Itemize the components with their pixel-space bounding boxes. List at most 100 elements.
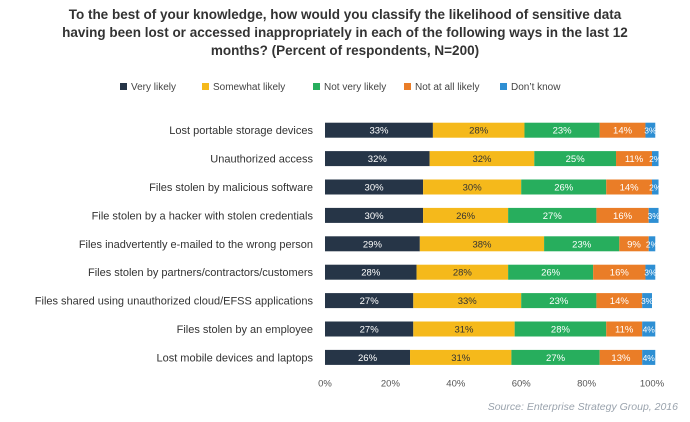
data-label: 29% xyxy=(363,239,383,250)
legend-swatch xyxy=(202,83,209,90)
legend-label: Not at all likely xyxy=(415,82,480,93)
legend-item: Don’t know xyxy=(500,82,560,93)
bar-segment xyxy=(599,122,646,138)
bar-segment xyxy=(514,321,607,337)
bar-segment xyxy=(652,179,659,195)
data-label: 13% xyxy=(611,353,631,364)
x-tick-label: 100% xyxy=(640,379,665,390)
bar-segment xyxy=(416,264,509,280)
x-tick-label: 20% xyxy=(381,379,401,390)
bar-segment xyxy=(325,293,414,309)
category-label: Unauthorized access xyxy=(210,154,313,166)
legend-swatch xyxy=(120,83,127,90)
data-label: 28% xyxy=(453,268,473,279)
data-label: 32% xyxy=(472,154,492,165)
data-label: 16% xyxy=(610,268,630,279)
legend-swatch xyxy=(404,83,411,90)
data-label: 3% xyxy=(647,211,660,221)
data-label: 25% xyxy=(566,154,586,165)
bar-segment xyxy=(325,236,420,252)
data-label: 33% xyxy=(369,126,389,137)
bar-segment xyxy=(521,293,597,309)
data-label: 27% xyxy=(543,211,563,222)
bar-segment xyxy=(648,207,659,223)
bar-segment xyxy=(325,264,417,280)
bar-segment xyxy=(325,179,424,195)
data-label: 11% xyxy=(625,154,644,165)
bar-segment xyxy=(534,151,617,167)
data-label: 30% xyxy=(365,211,385,222)
legend-label: Somewhat likely xyxy=(213,82,286,93)
x-tick-label: 60% xyxy=(512,379,532,390)
data-label: 33% xyxy=(458,296,478,307)
bar-segment xyxy=(325,349,411,365)
bar-segment xyxy=(642,293,652,309)
data-label: 3% xyxy=(644,126,657,136)
bar-segment xyxy=(432,122,525,138)
bar-segment xyxy=(413,321,515,337)
bar-segment xyxy=(508,264,594,280)
legend-item: Not at all likely xyxy=(404,82,479,93)
x-tick-label: 80% xyxy=(577,379,597,390)
legend-label: Very likely xyxy=(131,82,177,93)
bar-segment xyxy=(596,207,649,223)
bar-segment xyxy=(419,236,545,252)
category-label: Files stolen by partners/contractors/cus… xyxy=(88,267,313,279)
legend-item: Not very likely xyxy=(313,82,386,93)
data-label: 4% xyxy=(643,353,656,363)
bar-segment xyxy=(325,122,433,138)
data-label: 23% xyxy=(553,126,573,137)
bar-segment xyxy=(511,349,600,365)
chart-title: To the best of your knowledge, how would… xyxy=(60,6,630,60)
data-label: 26% xyxy=(358,353,378,364)
category-label: Files stolen by an employee xyxy=(177,324,313,336)
data-label: 3% xyxy=(641,296,654,306)
x-tick-label: 0% xyxy=(318,379,332,390)
legend-label: Not very likely xyxy=(324,82,387,93)
data-label: 28% xyxy=(551,325,571,336)
bar-segment xyxy=(619,236,649,252)
category-label: Lost portable storage devices xyxy=(169,125,313,137)
data-label: 14% xyxy=(620,183,640,194)
data-label: 30% xyxy=(463,183,483,194)
data-label: 31% xyxy=(454,325,474,336)
legend-swatch xyxy=(313,83,320,90)
data-label: 27% xyxy=(546,353,566,364)
data-label: 28% xyxy=(469,126,489,137)
source-note: Source: Enterprise Strategy Group, 2016 xyxy=(487,401,678,413)
category-label: Files inadvertently e-mailed to the wron… xyxy=(79,239,313,251)
legend-label: Don’t know xyxy=(511,82,561,93)
stacked-bar-chart: Lost portable storage devices 33% 28% 23% 14… xyxy=(35,122,665,390)
x-tick-label: 40% xyxy=(446,379,466,390)
data-label: 38% xyxy=(472,239,492,250)
bar-segment xyxy=(325,151,430,167)
bar-segment xyxy=(645,264,656,280)
data-label: 31% xyxy=(451,353,471,364)
bar-segment xyxy=(645,122,656,138)
data-label: 2% xyxy=(649,183,662,193)
bar-segment xyxy=(596,293,643,309)
data-label: 32% xyxy=(368,154,388,165)
category-label: Files shared using unauthorized cloud/EF… xyxy=(35,296,314,308)
data-label: 9% xyxy=(627,239,641,250)
data-label: 2% xyxy=(649,154,662,164)
bar-segment xyxy=(652,151,659,167)
legend-swatch xyxy=(500,83,507,90)
bar-segment xyxy=(642,321,656,337)
legend-item: Very likely xyxy=(120,82,176,93)
chart-title-line: To the best of your knowledge, how would… xyxy=(68,7,622,22)
data-label: 2% xyxy=(646,239,659,249)
data-label: 26% xyxy=(554,183,574,194)
data-label: 14% xyxy=(610,296,630,307)
bar-segment xyxy=(606,179,652,195)
bar-segment xyxy=(524,122,600,138)
bar-segment xyxy=(593,264,646,280)
data-label: 27% xyxy=(360,325,380,336)
bar-segment xyxy=(325,207,424,223)
bar-segment xyxy=(429,151,535,167)
bar-segment xyxy=(410,349,512,365)
bar-segment xyxy=(599,349,643,365)
data-label: 30% xyxy=(365,183,385,194)
data-label: 3% xyxy=(644,268,657,278)
bar-segment xyxy=(521,179,607,195)
